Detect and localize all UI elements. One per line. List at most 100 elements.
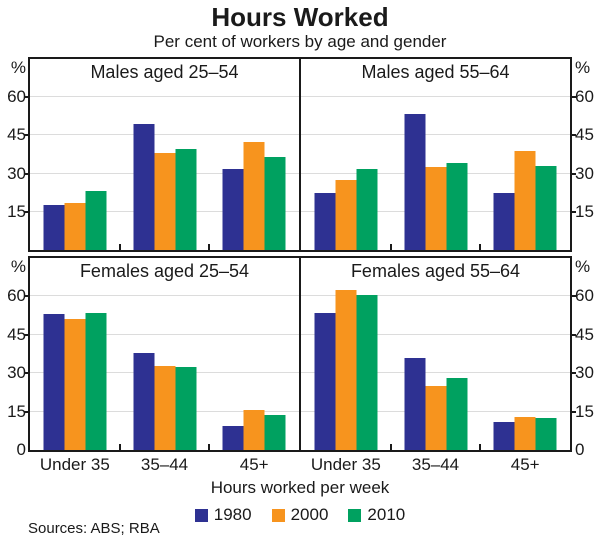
panel-title: Females aged 25–54	[79, 261, 250, 281]
bar-2010	[356, 168, 378, 250]
bar-group-45+	[493, 59, 557, 250]
bar-group-45+	[222, 59, 286, 250]
y-tick-label-right: 15	[575, 402, 594, 421]
bar-2000	[64, 202, 86, 250]
bar-1980	[43, 314, 65, 450]
bar-group-Under 35	[314, 258, 378, 450]
y-tick-label-right: %	[575, 58, 591, 77]
x-category-label: Under 35	[310, 455, 381, 474]
sources-note: Sources: ABS; RBA	[28, 520, 160, 537]
bar-group-35–44	[133, 59, 196, 250]
bar-1980	[404, 113, 425, 250]
y-tick-label-left: %	[10, 257, 26, 276]
bar-2010	[175, 366, 196, 450]
category-separator-tick	[208, 444, 211, 450]
y-axis-tick	[572, 211, 576, 213]
y-tick-label-left: 0	[16, 440, 26, 459]
bar-1980	[222, 168, 244, 250]
y-tick-label-right: 0	[575, 440, 585, 459]
y-tick-label-left: 15	[7, 402, 26, 421]
gridline-60	[30, 96, 299, 98]
bar-2010	[175, 149, 196, 250]
y-axis-tick	[24, 96, 28, 98]
x-category-label: 35–44	[140, 455, 189, 474]
bar-2010	[356, 295, 378, 450]
y-tick-label-right: 60	[575, 87, 594, 106]
y-tick-label-right: 30	[575, 363, 594, 382]
bar-group-45+	[222, 258, 286, 450]
y-tick-label-left: 15	[7, 202, 26, 221]
y-tick-label-left: %	[10, 58, 26, 77]
gridline-45	[301, 134, 570, 136]
legend-swatch-icon	[348, 508, 362, 522]
y-axis-tick	[572, 411, 576, 413]
bar-2000	[154, 153, 175, 250]
y-axis-tick	[24, 295, 28, 297]
chart-title: Hours Worked	[211, 2, 389, 32]
bar-group-Under 35	[43, 59, 107, 250]
bar-2000	[514, 416, 536, 450]
chart-row-top: Males aged 25–54 Males aged 55–64	[28, 57, 572, 252]
chart-row-bottom: Females aged 25–54 Females aged 55–64	[28, 256, 572, 452]
bar-2000	[335, 179, 357, 250]
category-separator-tick	[118, 244, 121, 250]
legend-item-2010: 2010	[348, 505, 405, 525]
bar-2000	[154, 365, 175, 450]
y-tick-label-left: 60	[7, 286, 26, 305]
gridline-45	[30, 333, 299, 335]
bar-2000	[243, 410, 265, 450]
panel-title: Males aged 55–64	[361, 62, 510, 82]
bar-2010	[535, 165, 557, 250]
bar-2010	[264, 157, 286, 250]
y-axis-tick	[24, 173, 28, 175]
y-axis-tick	[24, 334, 28, 336]
panel-females-55-64: Females aged 55–64	[299, 258, 570, 450]
gridline-60	[30, 295, 299, 297]
bar-2000	[64, 319, 86, 450]
category-separator-tick	[118, 444, 121, 450]
y-tick-label-left: 60	[7, 87, 26, 106]
bar-2010	[264, 415, 286, 450]
panel-males-55-64: Males aged 55–64	[299, 59, 570, 250]
y-axis-tick	[572, 96, 576, 98]
y-tick-label-right: 15	[575, 202, 594, 221]
panel-title: Males aged 25–54	[90, 62, 239, 82]
x-category-label: Under 35	[39, 455, 110, 474]
y-axis-tick	[24, 211, 28, 213]
panel-females-25-54: Females aged 25–54	[30, 258, 299, 450]
bar-1980	[493, 421, 515, 450]
panel-title: Females aged 55–64	[350, 261, 521, 281]
bar-1980	[314, 313, 336, 450]
x-axis-title: Hours worked per week	[210, 478, 390, 497]
bar-group-35–44	[404, 258, 467, 450]
y-tick-label-left: 30	[7, 164, 26, 183]
legend-swatch-icon	[194, 508, 208, 522]
y-axis-tick	[572, 372, 576, 374]
gridline-60	[301, 295, 570, 297]
gridline-30	[301, 372, 570, 374]
y-tick-label-right: 45	[575, 125, 594, 144]
bar-2010	[446, 378, 467, 450]
bar-2010	[535, 418, 557, 450]
bar-1980	[133, 123, 154, 250]
y-tick-label-right: 30	[575, 164, 594, 183]
bar-group-Under 35	[314, 59, 378, 250]
y-tick-label-left: 45	[7, 325, 26, 344]
bar-group-Under 35	[43, 258, 107, 450]
bar-group-35–44	[404, 59, 467, 250]
bar-2010	[85, 191, 107, 250]
panel-males-25-54: Males aged 25–54	[30, 59, 299, 250]
gridline-45	[301, 333, 570, 335]
bar-2000	[425, 167, 446, 250]
legend-item-2000: 2000	[271, 505, 328, 525]
category-separator-tick	[389, 444, 392, 450]
category-separator-tick	[479, 444, 482, 450]
y-axis-tick	[572, 173, 576, 175]
bar-1980	[404, 357, 425, 450]
bar-2000	[335, 290, 357, 450]
y-tick-label-right: 60	[575, 286, 594, 305]
chart-subtitle: Per cent of workers by age and gender	[153, 32, 447, 51]
bar-2010	[446, 163, 467, 250]
bar-2010	[85, 313, 107, 450]
